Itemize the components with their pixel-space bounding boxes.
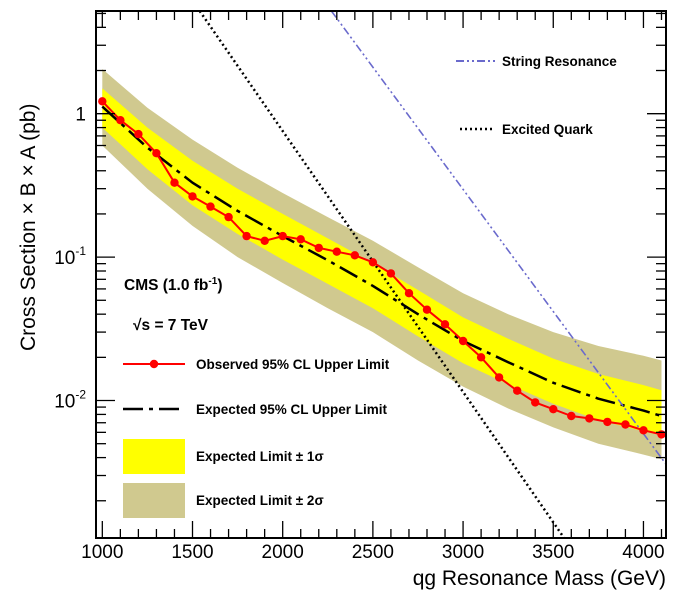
observed-point	[332, 247, 341, 256]
legend-entry-band-2sigma: Expected Limit ± 2σ	[123, 483, 324, 518]
y-tick-label: 1	[75, 105, 86, 126]
y-tick-label: 10-2	[54, 388, 86, 413]
observed-point	[531, 398, 540, 407]
observed-markers	[98, 97, 666, 439]
legend-band-2sigma-swatch	[123, 483, 185, 518]
legend-entry-string-resonance: String Resonance	[456, 54, 617, 69]
legend-expected-label: Expected 95% CL Upper Limit	[196, 402, 388, 417]
observed-point	[116, 116, 125, 125]
legend: String Resonance Excited Quark Observed …	[123, 54, 617, 518]
observed-point	[152, 149, 161, 158]
observed-point	[440, 320, 450, 329]
string-resonance-line	[330, 11, 666, 465]
legend-observed-label: Observed 95% CL Upper Limit	[196, 357, 390, 372]
legend-entry-excited-quark: Excited Quark	[460, 122, 593, 137]
observed-point	[549, 405, 558, 414]
observed-point	[404, 289, 414, 298]
band-1sigma	[102, 88, 662, 436]
observed-point	[621, 420, 630, 429]
legend-band-1sigma-label: Expected Limit ± 1σ	[196, 449, 324, 464]
legend-entry-band-1sigma: Expected Limit ± 1σ	[123, 439, 324, 474]
legend-string-resonance-label: String Resonance	[502, 54, 617, 69]
x-tick-label: 2000	[262, 542, 304, 563]
legend-band-1sigma-swatch	[123, 439, 185, 474]
observed-point	[278, 231, 287, 241]
x-tick-label: 1500	[171, 542, 213, 563]
legend-entry-observed: Observed 95% CL Upper Limit	[123, 357, 390, 372]
observed-point	[513, 386, 522, 395]
observed-point	[567, 411, 576, 421]
legend-observed-marker	[149, 359, 159, 369]
observed-point	[639, 426, 648, 435]
excited-quark-line	[198, 11, 566, 538]
x-tick-label: 3500	[532, 542, 574, 563]
observed-point	[134, 129, 143, 139]
observed-point	[260, 236, 269, 245]
observed-point	[585, 414, 594, 423]
x-tick-label: 3000	[442, 542, 484, 563]
energy-label: √s = 7 TeV	[133, 317, 209, 334]
observed-point	[170, 178, 179, 187]
observed-point	[494, 373, 504, 382]
y-tick-label: 10-1	[54, 244, 86, 269]
legend-band-2sigma-label: Expected Limit ± 2σ	[196, 493, 324, 508]
observed-point	[458, 336, 468, 346]
observed-point	[603, 417, 612, 427]
observed-point	[98, 97, 107, 106]
observed-point	[242, 231, 251, 241]
axis-ticks	[96, 11, 666, 538]
observed-point	[296, 235, 305, 244]
observed-point	[350, 251, 359, 260]
experiment-label: CMS (1.0 fb-1)	[124, 276, 222, 294]
plot-frame	[95, 10, 667, 539]
observed-point	[314, 243, 323, 253]
x-tick-label: 2500	[352, 542, 394, 563]
x-tick-labels: 1000 1500 2000 2500 3000 3500 4000	[81, 542, 664, 563]
x-axis-title: qg Resonance Mass (GeV)	[413, 567, 666, 590]
expected-limit-line	[101, 105, 662, 418]
observed-point	[422, 305, 432, 314]
observed-point	[476, 353, 486, 362]
legend-excited-quark-label: Excited Quark	[502, 122, 593, 137]
observed-point	[368, 258, 378, 267]
x-tick-label: 4000	[622, 542, 664, 563]
y-tick-labels: 10-2 10-1 1	[54, 105, 86, 413]
observed-point	[657, 430, 666, 439]
observed-point	[188, 192, 197, 201]
x-tick-label: 1000	[81, 542, 123, 563]
y-axis-title: Cross Section × B × A (pb)	[17, 104, 40, 351]
observed-point	[206, 202, 215, 211]
legend-entry-expected: Expected 95% CL Upper Limit	[123, 402, 388, 417]
observed-point	[386, 269, 396, 278]
uncertainty-bands	[102, 69, 662, 460]
observed-point	[224, 212, 233, 222]
